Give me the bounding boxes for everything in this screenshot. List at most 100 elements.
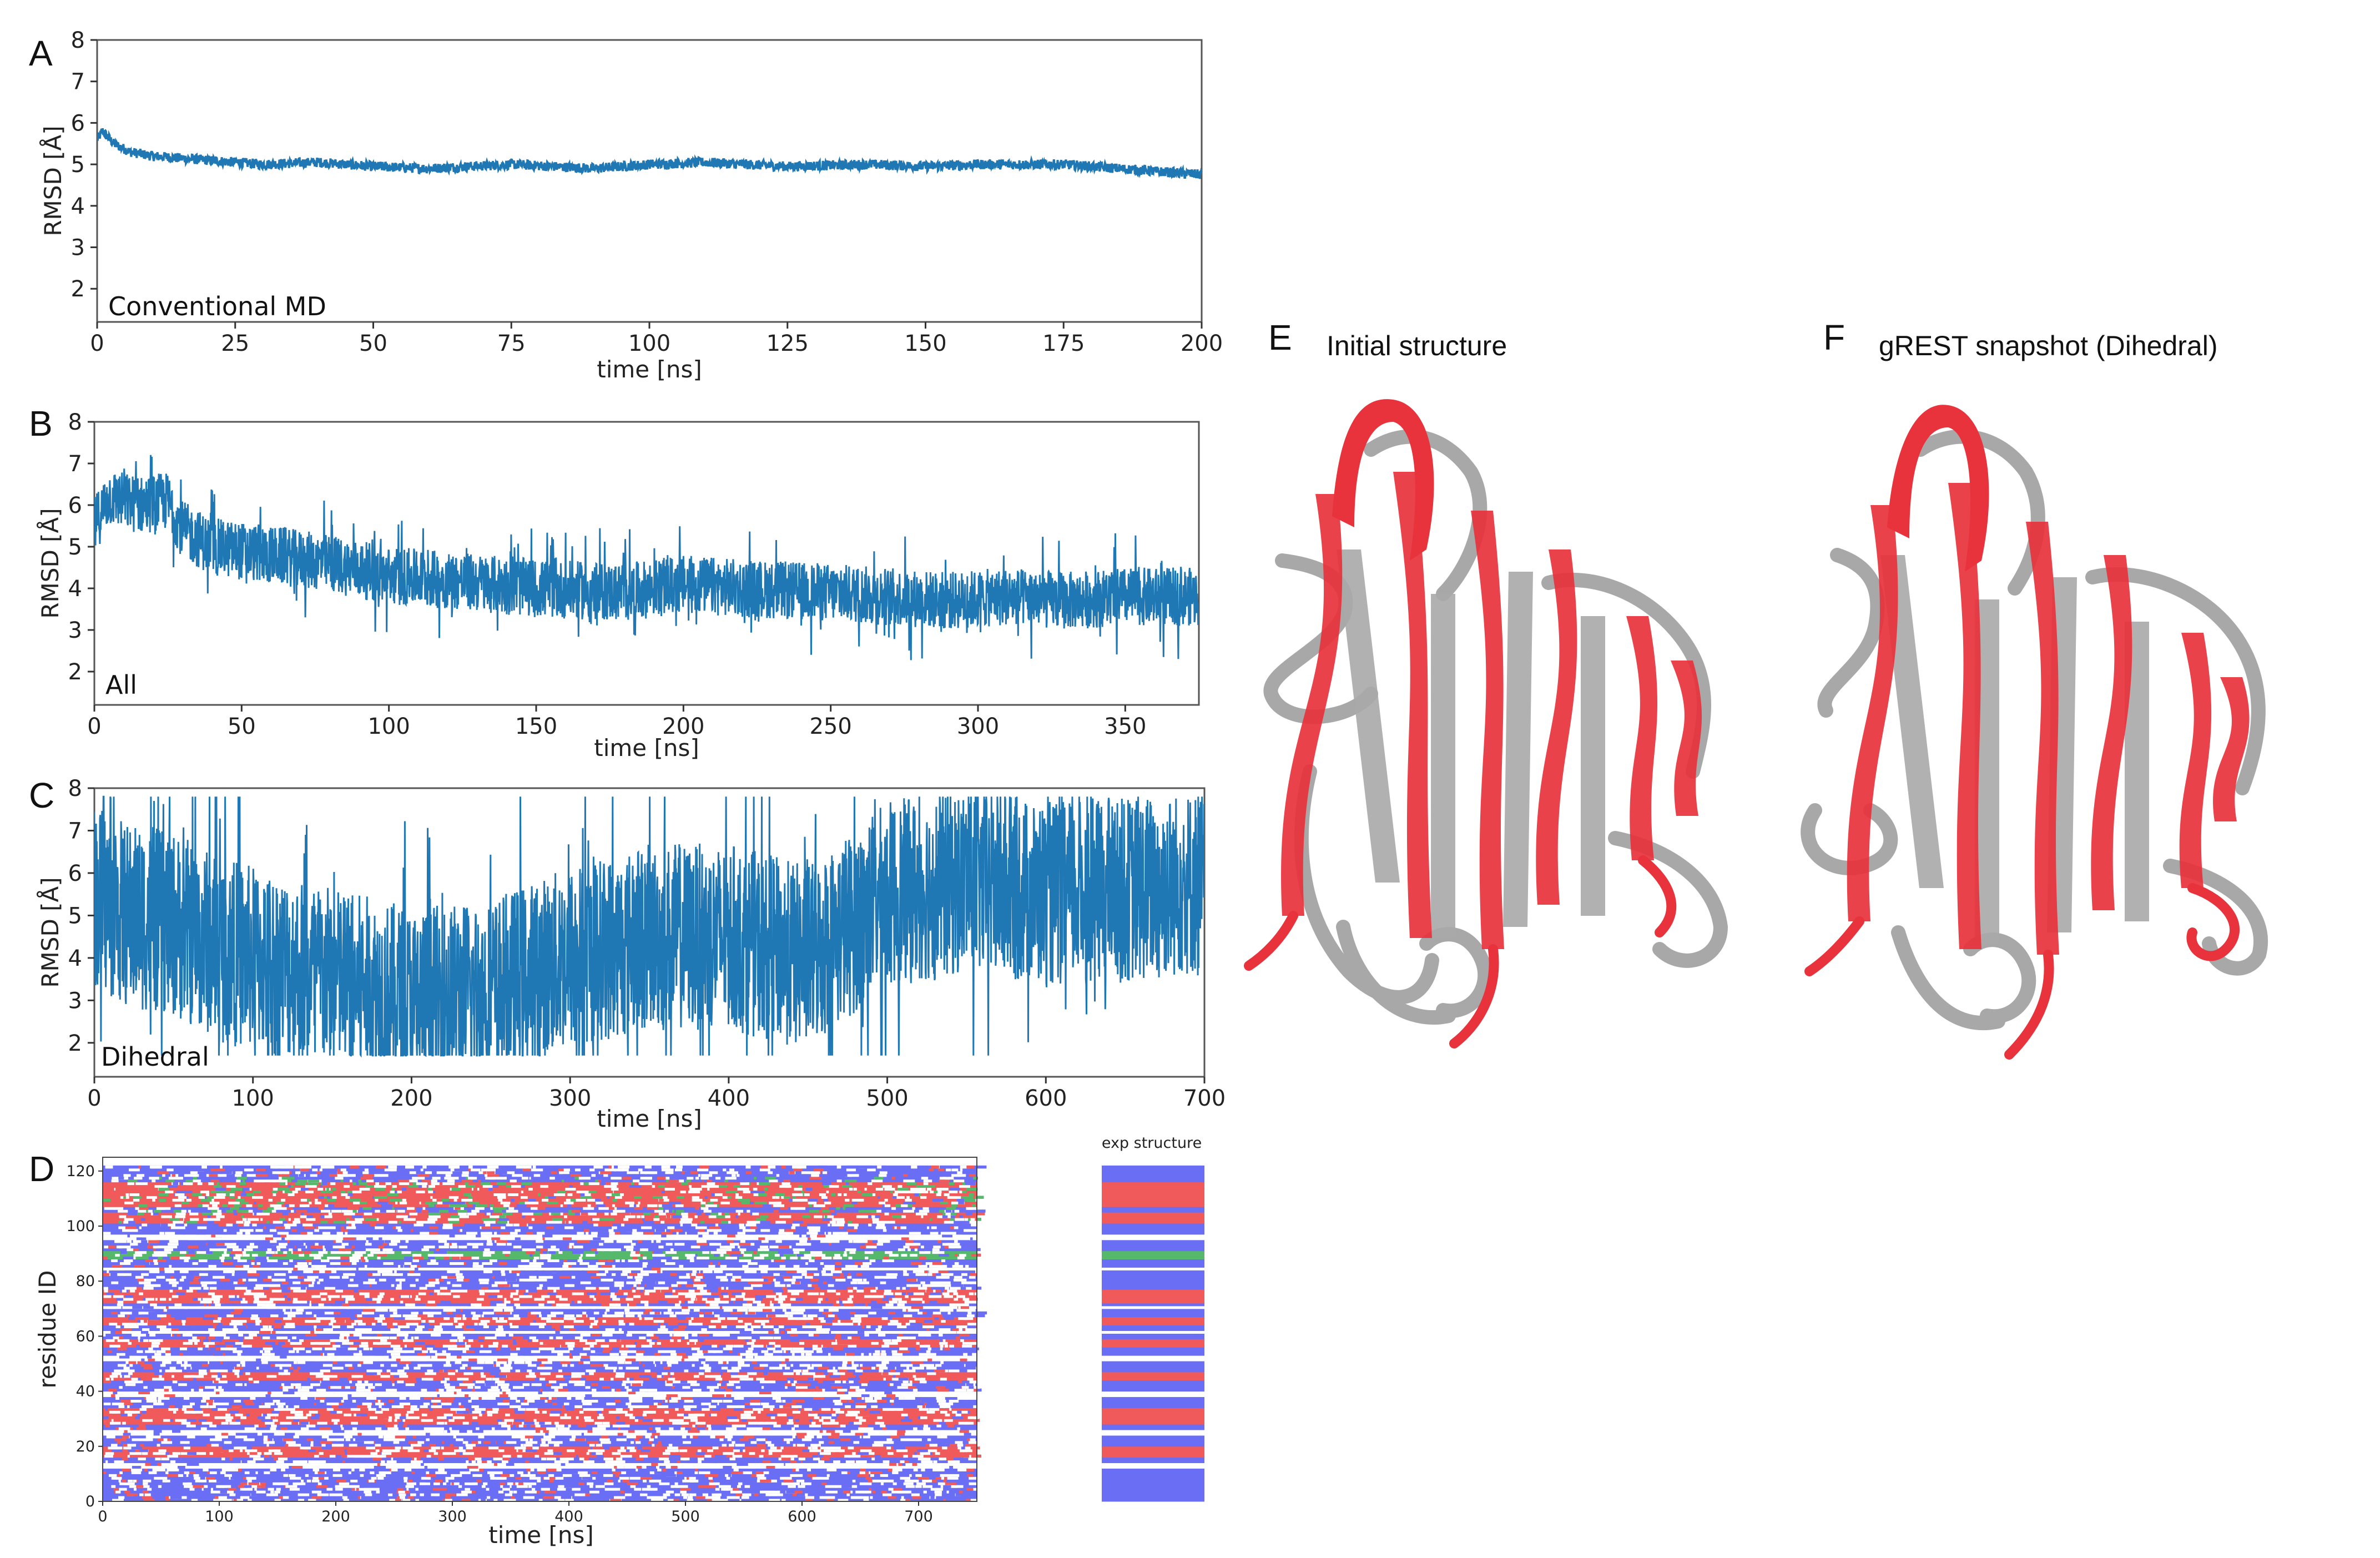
heatmap-cell bbox=[564, 1377, 571, 1381]
heatmap-cell bbox=[143, 1482, 148, 1485]
heatmap-cell bbox=[973, 1405, 979, 1408]
heatmap-cell bbox=[461, 1355, 474, 1359]
heatmap-row bbox=[103, 1305, 977, 1309]
heatmap-cell bbox=[970, 1380, 977, 1384]
heatmap-cell bbox=[186, 1435, 195, 1439]
heatmap-cell bbox=[191, 1388, 194, 1392]
heatmap-cell bbox=[800, 1482, 806, 1485]
heatmap-cell bbox=[849, 1317, 861, 1320]
heatmap-cell bbox=[591, 1333, 601, 1337]
heatmap-cell bbox=[830, 1380, 841, 1384]
heatmap-cell bbox=[186, 1369, 199, 1373]
heatmap-cell bbox=[332, 1325, 340, 1329]
heatmap-cell bbox=[165, 1369, 173, 1373]
heatmap-cell bbox=[124, 1405, 128, 1408]
heatmap-cell bbox=[270, 1490, 274, 1494]
heatmap-cell bbox=[384, 1364, 393, 1367]
heatmap-cell bbox=[922, 1405, 926, 1408]
heatmap-cell bbox=[365, 1493, 372, 1496]
heatmap-cell bbox=[274, 1377, 285, 1381]
heatmap-cell bbox=[535, 1430, 540, 1433]
heatmap-cell bbox=[932, 1311, 941, 1315]
heatmap-cell bbox=[198, 1339, 209, 1342]
heatmap-cell bbox=[283, 1496, 289, 1499]
heatmap-cell bbox=[687, 1308, 694, 1312]
heatmap-cell bbox=[787, 1394, 793, 1398]
heatmap-cell bbox=[170, 1460, 176, 1464]
heatmap-cell bbox=[585, 1493, 590, 1496]
heatmap-cell bbox=[416, 1474, 420, 1477]
heatmap-cell bbox=[654, 1311, 658, 1315]
heatmap-cell bbox=[765, 1394, 772, 1398]
heatmap-cell bbox=[394, 1317, 406, 1320]
heatmap-cell bbox=[923, 1380, 927, 1384]
heatmap-cell bbox=[967, 1416, 979, 1419]
heatmap-cell bbox=[430, 1374, 440, 1378]
panel-b-rmsd-line bbox=[94, 455, 1199, 660]
heatmap-cell bbox=[115, 1490, 121, 1494]
heatmap-cell bbox=[200, 1427, 207, 1430]
heatmap-cell bbox=[365, 1443, 375, 1447]
heatmap-cell bbox=[344, 1413, 348, 1416]
heatmap-cell bbox=[950, 1305, 956, 1309]
heatmap-cell bbox=[450, 1339, 458, 1342]
heatmap-cell bbox=[396, 1451, 406, 1455]
heatmap-cell bbox=[487, 1413, 493, 1416]
heatmap-cell bbox=[231, 1460, 241, 1464]
heatmap-cell bbox=[138, 1369, 147, 1373]
heatmap-cell bbox=[843, 1430, 851, 1433]
x-tick-label: 100 bbox=[232, 1086, 274, 1111]
heatmap-cell bbox=[657, 1402, 662, 1405]
heatmap-cell bbox=[559, 1350, 570, 1353]
heatmap-cell bbox=[791, 1353, 795, 1356]
heatmap-cell bbox=[324, 1476, 329, 1480]
heatmap-cell bbox=[563, 1374, 572, 1378]
heatmap-cell bbox=[796, 1369, 801, 1373]
heatmap-cell bbox=[202, 1364, 209, 1367]
heatmap-cell bbox=[486, 1350, 492, 1353]
heatmap-cell bbox=[861, 1443, 870, 1447]
heatmap-cell bbox=[170, 1496, 182, 1499]
heatmap-cell bbox=[192, 1336, 197, 1339]
heatmap-cell bbox=[328, 1377, 335, 1381]
heatmap-cell bbox=[853, 1319, 863, 1323]
heatmap-cell bbox=[584, 1305, 588, 1309]
heatmap-cell bbox=[391, 1380, 395, 1384]
heatmap-cell bbox=[618, 1479, 621, 1483]
heatmap-cell bbox=[414, 1399, 418, 1403]
heatmap-row bbox=[103, 1443, 977, 1447]
heatmap-cell bbox=[319, 1427, 331, 1430]
heatmap-cell bbox=[537, 1366, 548, 1370]
heatmap-cell bbox=[248, 1499, 252, 1502]
heatmap-cell bbox=[234, 1308, 243, 1312]
heatmap-cell bbox=[543, 1430, 549, 1433]
heatmap-cell bbox=[958, 1421, 970, 1425]
heatmap-cell bbox=[355, 1465, 365, 1469]
heatmap-cell bbox=[127, 1443, 137, 1447]
heatmap-cell bbox=[834, 1358, 841, 1362]
heatmap-cell bbox=[105, 1339, 115, 1342]
heatmap-cell bbox=[559, 1383, 568, 1386]
heatmap-cell bbox=[235, 1344, 241, 1348]
heatmap-cell bbox=[888, 1488, 894, 1491]
heatmap-cell bbox=[603, 1364, 608, 1367]
heatmap-cell bbox=[312, 1468, 320, 1471]
heatmap-cell bbox=[531, 1485, 535, 1488]
heatmap-cell bbox=[224, 1421, 229, 1425]
heatmap-cell bbox=[115, 1396, 119, 1400]
heatmap-cell bbox=[199, 1366, 209, 1370]
heatmap-cell bbox=[393, 1347, 402, 1350]
heatmap-cell bbox=[634, 1482, 638, 1485]
heatmap-cell bbox=[142, 1496, 153, 1499]
heatmap-cell bbox=[359, 1369, 367, 1373]
heatmap-cell bbox=[604, 1311, 607, 1315]
heatmap-cell bbox=[260, 1328, 271, 1331]
heatmap-cell bbox=[655, 1361, 660, 1364]
heatmap-cell bbox=[834, 1311, 841, 1315]
heatmap-cell bbox=[790, 1364, 794, 1367]
heatmap-cell bbox=[262, 1336, 275, 1339]
heatmap-cell bbox=[687, 1396, 693, 1400]
heatmap-cell bbox=[757, 1319, 769, 1323]
